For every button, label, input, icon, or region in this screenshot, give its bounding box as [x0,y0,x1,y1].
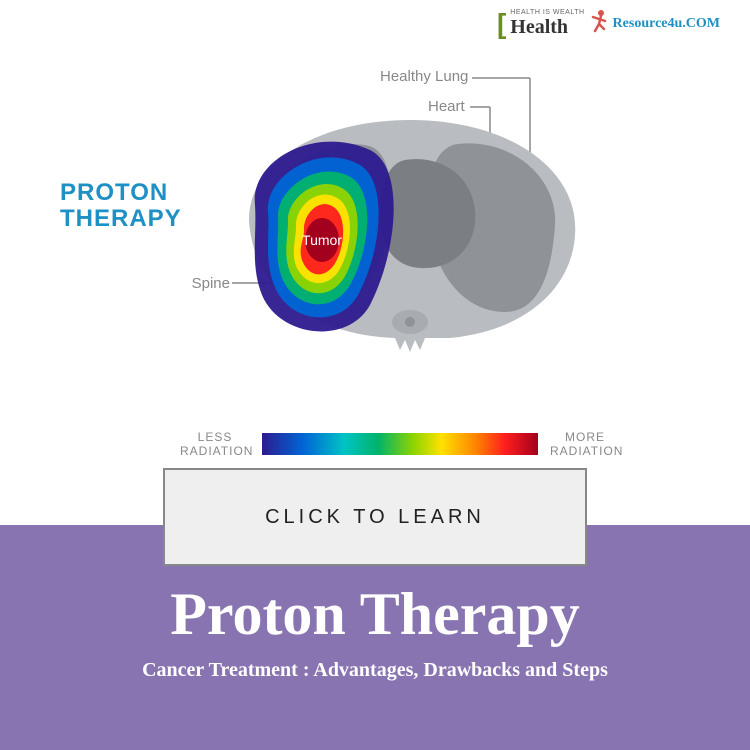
radiation-legend: LESS RADIATION MORE RADI [180,430,620,459]
cta-label: CLICK TO LEARN [265,506,485,529]
logo-brand-left: Health [510,16,584,39]
legend-less-label: LESS RADIATION [180,430,250,459]
legend-more-label: MORE RADIATION [550,430,620,459]
running-figure-icon [589,9,609,39]
annotation-tumor: Tumor [302,232,342,248]
page-title: Proton Therapy [170,580,579,649]
cta-button[interactable]: CLICK TO LEARN [163,468,587,566]
logo-bracket-icon: [ [497,8,506,40]
logo-tagline: HEALTH IS WEALTH [510,9,584,16]
diagram-area: PROTON THERAPY Healthy Lung Heart Spine [0,50,750,450]
site-logo: [ HEALTH IS WEALTH Health Resource4u.COM [497,8,720,40]
page-subtitle: Cancer Treatment : Advantages, Drawbacks… [142,659,608,682]
logo-text-block: HEALTH IS WEALTH Health [510,9,584,39]
spectrum-bar [262,433,538,455]
logo-brand-right: Resource4u.COM [613,16,720,32]
spinal-canal [405,317,415,327]
ct-cross-section: Tumor [220,100,600,380]
